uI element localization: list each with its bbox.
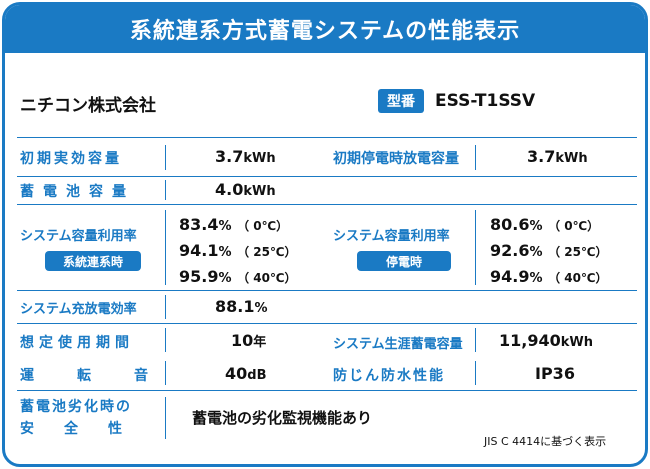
initial-capacity-label: 初期実効容量 — [20, 151, 122, 167]
lifetime-capacity-value: 11,940kWh — [499, 331, 593, 350]
storage-capacity-label: 蓄電池容量 — [20, 184, 135, 200]
outage-mode-badge: 停電時 — [357, 251, 451, 271]
divider — [17, 290, 637, 291]
lifetime-capacity-label: システム生涯蓄電容量 — [333, 337, 463, 352]
noise-number: 40 — [225, 364, 248, 383]
service-life-number: 10 — [231, 331, 254, 350]
utilization-outage-values: 80.6% （ 0℃） 92.6% （ 25℃） 94.9% （ 40℃） — [490, 213, 608, 291]
utilization-grid-row: 83.4% （ 0℃） — [179, 215, 289, 234]
safety-label: 蓄電池劣化時の 安全性 — [20, 396, 160, 440]
safety-value: 蓄電池の劣化監視機能あり — [192, 409, 373, 427]
divider — [165, 180, 166, 200]
storage-capacity-number: 4.0 — [215, 180, 244, 199]
utilization-outage-row: 92.6% （ 25℃） — [490, 241, 608, 260]
divider — [475, 361, 476, 385]
noise-unit: dB — [247, 368, 267, 383]
charge-efficiency-unit: % — [254, 301, 268, 316]
footnote: JIS C 4414に基づく表示 — [484, 435, 607, 448]
protection-label: 防じん防水性能 — [333, 368, 445, 384]
utilization-grid-row: 95.9% （ 40℃） — [179, 267, 297, 286]
company-name: ニチコン株式会社 — [20, 96, 156, 116]
divider — [475, 328, 476, 352]
charge-efficiency-value: 88.1% — [215, 297, 268, 316]
divider — [165, 328, 166, 352]
utilization-grid-row: 94.1% （ 25℃） — [179, 241, 297, 260]
utilization-outage-label: システム容量利用率 — [333, 229, 450, 244]
charge-efficiency-number: 88.1 — [215, 297, 255, 316]
protection-value: IP36 — [535, 364, 575, 383]
utilization-outage-row: 94.9% （ 40℃） — [490, 267, 608, 286]
divider — [17, 137, 637, 138]
divider — [165, 145, 166, 170]
initial-capacity-unit: kWh — [243, 151, 276, 166]
utilization-outage-row: 80.6% （ 0℃） — [490, 215, 600, 234]
divider — [17, 323, 637, 324]
safety-label-line1: 蓄電池劣化時の — [20, 399, 132, 415]
utilization-grid-values: 83.4% （ 0℃） 94.1% （ 25℃） 95.9% （ 40℃） — [179, 213, 297, 291]
divider — [475, 210, 476, 285]
page-title: 系統連系方式蓄電システムの性能表示 — [5, 5, 645, 53]
noise-value: 40dB — [225, 364, 266, 383]
outage-capacity-value: 3.7kWh — [527, 147, 588, 166]
charge-efficiency-label: システム充放電効率 — [20, 302, 137, 317]
model-badge: 型番 — [378, 89, 424, 113]
divider — [17, 390, 637, 391]
storage-capacity-value: 4.0kWh — [215, 180, 276, 199]
outage-capacity-unit: kWh — [555, 151, 588, 166]
utilization-grid-label: システム容量利用率 — [20, 229, 137, 244]
service-life-value: 10年 — [231, 331, 266, 350]
lifetime-capacity-number: 11,940 — [499, 331, 561, 350]
divider — [165, 210, 166, 285]
initial-capacity-value: 3.7kWh — [215, 147, 276, 166]
grid-mode-badge: 系統連系時 — [45, 251, 141, 271]
safety-label-line2: 安全性 — [20, 421, 152, 437]
divider — [475, 145, 476, 170]
divider — [17, 176, 637, 177]
divider — [165, 361, 166, 385]
outage-capacity-number: 3.7 — [527, 147, 556, 166]
model-number: ESS-T1SSV — [435, 91, 536, 111]
service-life-label: 想定使用期間 — [20, 335, 134, 351]
service-life-unit: 年 — [253, 335, 267, 350]
divider — [165, 295, 166, 319]
initial-capacity-number: 3.7 — [215, 147, 244, 166]
outage-capacity-label: 初期停電時放電容量 — [333, 151, 459, 167]
divider — [17, 204, 637, 205]
noise-label: 運転音 — [20, 368, 191, 384]
storage-capacity-unit: kWh — [243, 184, 276, 199]
lifetime-capacity-unit: kWh — [560, 335, 593, 350]
divider — [165, 397, 166, 439]
